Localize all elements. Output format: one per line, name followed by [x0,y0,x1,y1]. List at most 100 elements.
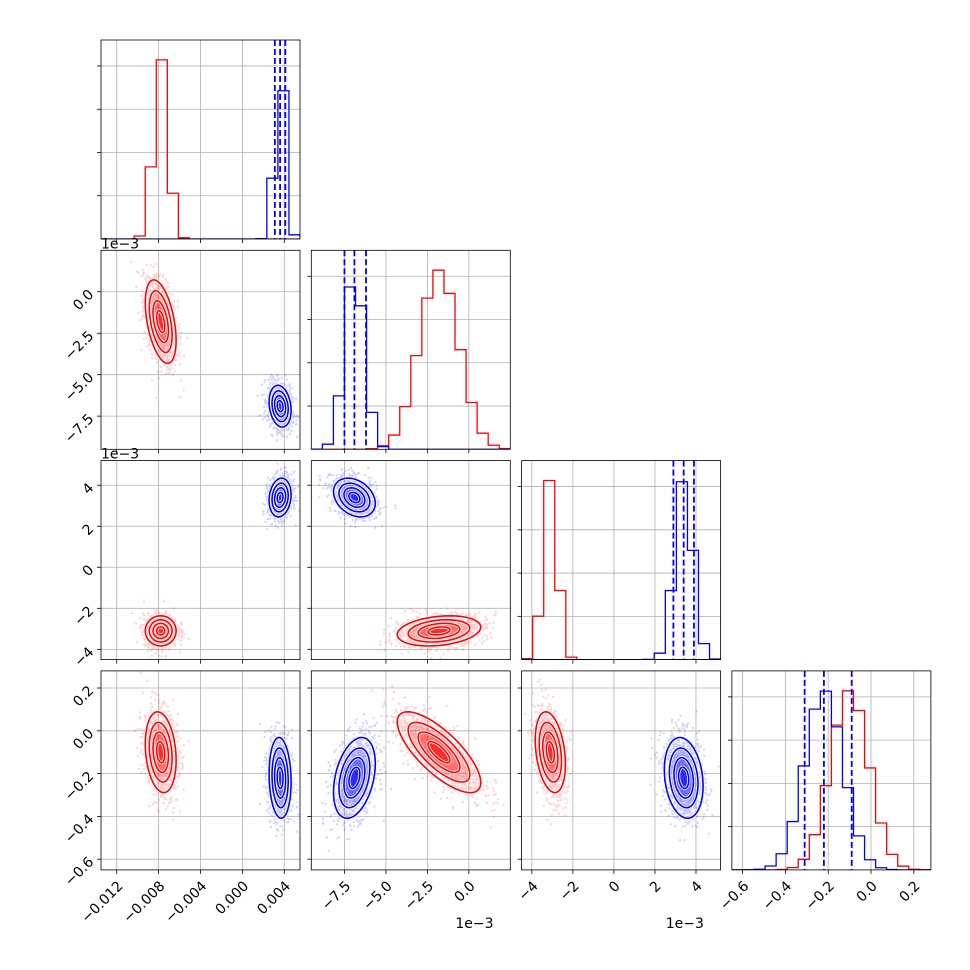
scatter-point [409,646,412,649]
scatter-point [145,345,148,348]
panel-content [101,40,300,239]
scatter-point [175,316,178,320]
scatter-point [155,361,158,364]
scatter-point [292,504,296,508]
scatter-point [275,428,278,431]
scatter-point [267,418,270,421]
scatter-point [162,347,166,350]
scatter-point [288,391,291,394]
scatter-point [147,612,150,615]
scatter-point [466,618,469,622]
scatter-point [163,612,167,616]
scatter-point [154,308,157,311]
scatter-point [279,468,282,472]
scatter-point [449,646,452,649]
grid [101,250,300,450]
contour-line-0 [407,618,471,643]
scatter-point [455,646,459,650]
scatter-point [268,387,271,390]
scatter-point [418,612,421,615]
scatter-point [142,618,145,621]
scatter-point [173,308,176,311]
scatter-point [474,624,477,627]
scatter-point [147,288,150,292]
scatter-point [420,632,423,635]
scatter-point [291,397,294,401]
scatter-point [290,473,293,476]
scatter-point [178,363,182,366]
scatter-point [340,490,343,494]
scatter-point [420,647,423,650]
scatter-point [161,275,165,278]
scatter-point [158,611,161,614]
scatter-point [395,621,398,624]
scatter-point [151,353,154,356]
contour-line-0 [396,614,482,647]
scatter-point [296,416,300,419]
scatter-point [292,480,295,483]
scatter-point [142,637,145,640]
scatter-point [150,614,153,617]
scatter-point [423,628,426,631]
scatter-point [279,432,283,435]
scatter-point [173,300,176,303]
contour-line-1 [271,482,290,513]
scatter-point [294,496,297,499]
scatter-point [152,265,155,268]
scatter-point [164,655,167,658]
scatter-point [269,376,272,379]
scatter-point [276,431,280,434]
contour-line-1 [268,384,292,428]
scatter-point [414,641,418,644]
scatter-point [155,294,159,298]
scatter-point [459,623,462,626]
scatter-point [167,372,170,375]
scatter-point [156,295,159,298]
scatter-point [278,503,281,506]
scatter-point [276,519,279,522]
scatter-point [374,526,377,529]
scatter-point [370,504,373,507]
scatter-point [162,273,165,276]
scatter-point [140,301,143,304]
scatter-point [490,636,493,639]
scatter-point [449,624,452,628]
scatter-point [174,364,177,367]
scatter-point [388,640,391,644]
panel-content [131,462,300,658]
scatter-point [269,424,272,428]
scatter-point [472,623,475,626]
scatter-point [298,509,300,512]
scatter-point [267,508,270,511]
scatter-point [275,387,279,390]
scatter-point [165,611,168,614]
scatter-point [392,629,395,632]
scatter-point [147,344,150,347]
scatter-point [274,524,277,527]
scatter-point [154,262,157,266]
scatter-point [154,296,157,300]
scatter-point [158,297,161,300]
scatter-point [140,626,143,629]
scatter-point [455,627,458,630]
scatter-point [157,297,161,300]
scatter-point [287,427,290,430]
scatter-point [278,392,281,395]
scatter-point [374,480,377,484]
scatter-point [270,378,273,381]
scatter-point [292,400,295,403]
panel-frame [310,249,511,450]
scatter-point [424,633,427,636]
scatter-point [289,479,292,483]
scatter-point [155,272,159,275]
scatter-point [139,625,142,628]
scatter-point [145,618,148,621]
scatter-point [319,479,322,482]
scatter-point [267,378,270,382]
scatter-point [148,643,151,646]
scatter-point [285,428,289,432]
scatter-point [273,426,276,429]
scatter-point [350,467,353,470]
scatter-point [148,343,151,346]
scatter-point [163,354,167,357]
